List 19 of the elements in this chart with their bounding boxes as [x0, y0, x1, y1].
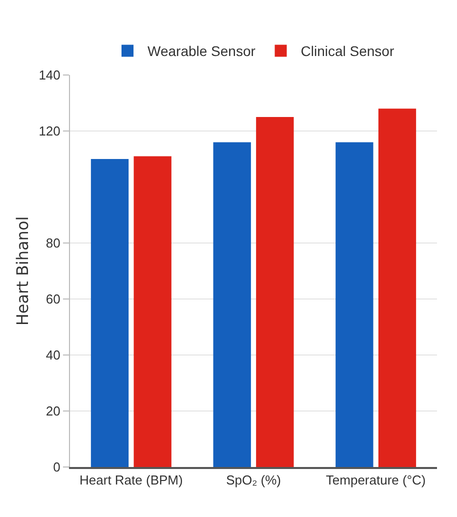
x-tick-label: Temperature (°C)	[326, 472, 426, 488]
bar	[213, 142, 251, 467]
bar	[378, 108, 416, 467]
x-tick-label: SpO₂ (%)	[226, 472, 281, 488]
bar	[90, 159, 129, 467]
x-tick-label: Heart Rate (BPM)	[80, 472, 183, 488]
legend-label: Wearable Sensor	[148, 43, 256, 60]
y-tick-label: 20	[46, 404, 60, 419]
legend-label: Clinical Sensor	[300, 43, 394, 60]
y-tick-label: 140	[38, 68, 60, 83]
bar	[134, 156, 172, 467]
y-tick-label: 40	[46, 348, 60, 363]
bar	[336, 142, 374, 467]
y-tick-label: 120	[38, 124, 60, 139]
bar	[256, 117, 294, 467]
y-tick-label: 80	[46, 236, 60, 251]
y-tick-label: 60	[46, 292, 60, 307]
y-tick-label: 0	[53, 460, 60, 475]
y-axis-title: Heart Bihanol	[13, 216, 32, 326]
